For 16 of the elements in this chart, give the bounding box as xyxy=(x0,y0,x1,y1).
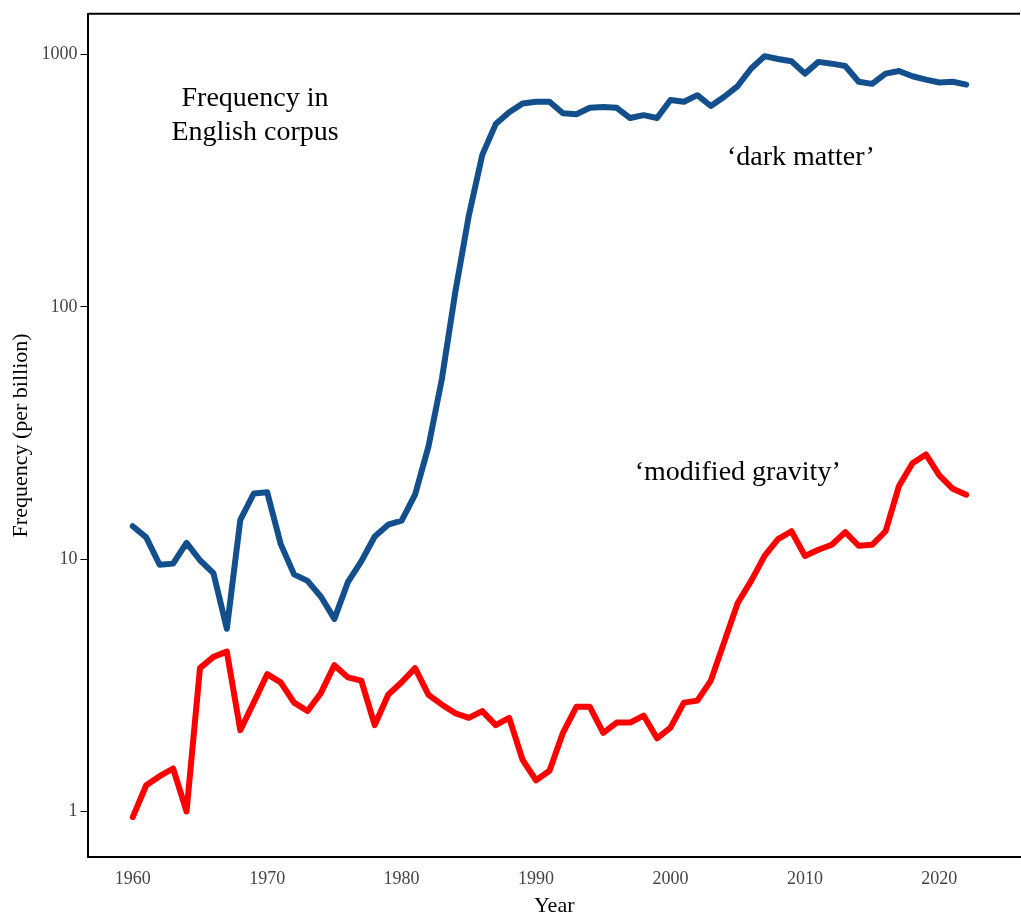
x-tick-label: 2020 xyxy=(921,867,958,888)
x-tick-label: 1970 xyxy=(249,867,286,888)
x-tick-label: 1990 xyxy=(518,867,555,888)
y-tick-label: 1000 xyxy=(41,43,78,64)
x-axis-title: Year xyxy=(533,891,576,917)
y-axis-title: Frequency (per billion) xyxy=(6,333,32,538)
annotation: Frequency in English corpus xyxy=(170,80,340,148)
y-tick-label: 10 xyxy=(59,547,78,568)
x-tick-label: 1960 xyxy=(114,867,151,888)
series-label: ‘dark matter’ xyxy=(726,140,875,172)
x-tick-label: 1980 xyxy=(383,867,420,888)
y-tick-label: 100 xyxy=(50,295,78,316)
series-label: ‘modified gravity’ xyxy=(634,455,841,487)
x-tick-label: 2000 xyxy=(652,867,689,888)
x-tick-label: 2010 xyxy=(786,867,823,888)
y-tick-label: 1 xyxy=(68,800,78,821)
